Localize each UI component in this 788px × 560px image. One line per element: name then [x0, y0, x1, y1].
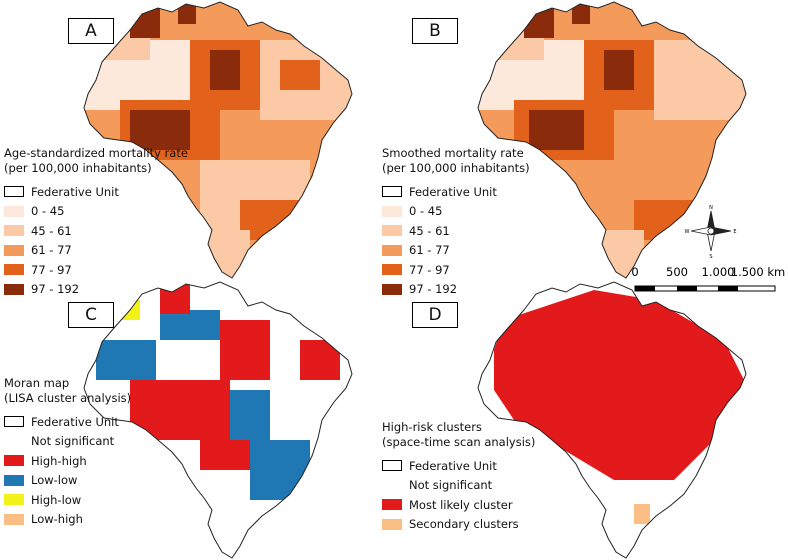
legend-item: 61 - 77 — [382, 241, 530, 261]
legend-item: Not significant — [31, 434, 115, 449]
legend-b: Smoothed mortality rate (per 100,000 inh… — [382, 146, 530, 299]
scale-label-1000: 1.000 — [702, 265, 735, 279]
legend-title: Moran map (LISA cluster analysis) — [4, 376, 132, 405]
panel-c: C Moran map (LISA cluster analysis) Fede… — [0, 280, 394, 560]
south-letter: S — [709, 254, 712, 258]
legend-item: Not significant — [409, 478, 493, 493]
legend-item: Federative Unit — [4, 412, 131, 432]
legend-title: Smoothed mortality rate (per 100,000 inh… — [382, 146, 530, 175]
legend-title: High-risk clusters (space-time scan anal… — [382, 420, 536, 449]
legend-item: Low-high — [4, 510, 131, 530]
north-letter: N — [709, 205, 713, 211]
panel-b: B Smoothed mortality rate (per 100,000 i… — [382, 0, 788, 296]
legend-item: High-low — [4, 490, 131, 510]
scale-label-1500: 1.500 km — [731, 265, 785, 279]
legend-item: 77 - 97 — [4, 260, 188, 280]
legend-item: 61 - 77 — [4, 241, 188, 261]
panel-label-d: D — [412, 302, 458, 328]
legend-item: 0 - 45 — [382, 202, 530, 222]
legend-item: 97 - 192 — [382, 280, 530, 300]
scale-bar: 0 500 1.000 1.500 km — [630, 264, 786, 299]
compass-rose-icon: N S E W — [685, 205, 737, 258]
legend-d: High-risk clusters (space-time scan anal… — [382, 420, 535, 534]
legend-item: 97 - 192 — [4, 280, 188, 300]
legend-item: 77 - 97 — [382, 260, 530, 280]
panel-d: D High-risk clusters (space-time scan an… — [382, 280, 788, 560]
legend-item: Federative Unit — [382, 456, 535, 476]
panel-label-c: C — [68, 302, 114, 328]
legend-item: High-high — [4, 451, 131, 471]
legend-item: Low-low — [4, 471, 131, 491]
legend-item: 0 - 45 — [4, 202, 188, 222]
map-d — [477, 281, 747, 559]
legend-c: Moran map (LISA cluster analysis) Federa… — [4, 376, 131, 529]
map-a — [83, 1, 353, 279]
legend-title: Age-standardized mortality rate (per 100… — [4, 146, 188, 175]
scale-label-0: 0 — [631, 265, 638, 279]
map-c — [83, 281, 353, 559]
legend-item: Federative Unit — [4, 182, 188, 202]
legend-item: Secondary clusters — [382, 515, 535, 535]
panel-label-a: A — [68, 18, 114, 44]
legend-a: Age-standardized mortality rate (per 100… — [4, 146, 188, 299]
panel-label-b: B — [412, 18, 458, 44]
legend-item: 45 - 61 — [4, 221, 188, 241]
scale-label-500: 500 — [666, 265, 688, 279]
west-letter: W — [685, 229, 690, 235]
legend-item: Most likely cluster — [382, 495, 535, 515]
east-letter: E — [733, 229, 736, 235]
panel-a: A Age-standardized mortality rate (per 1… — [0, 0, 394, 296]
legend-item: 45 - 61 — [382, 221, 530, 241]
legend-item: Federative Unit — [382, 182, 530, 202]
